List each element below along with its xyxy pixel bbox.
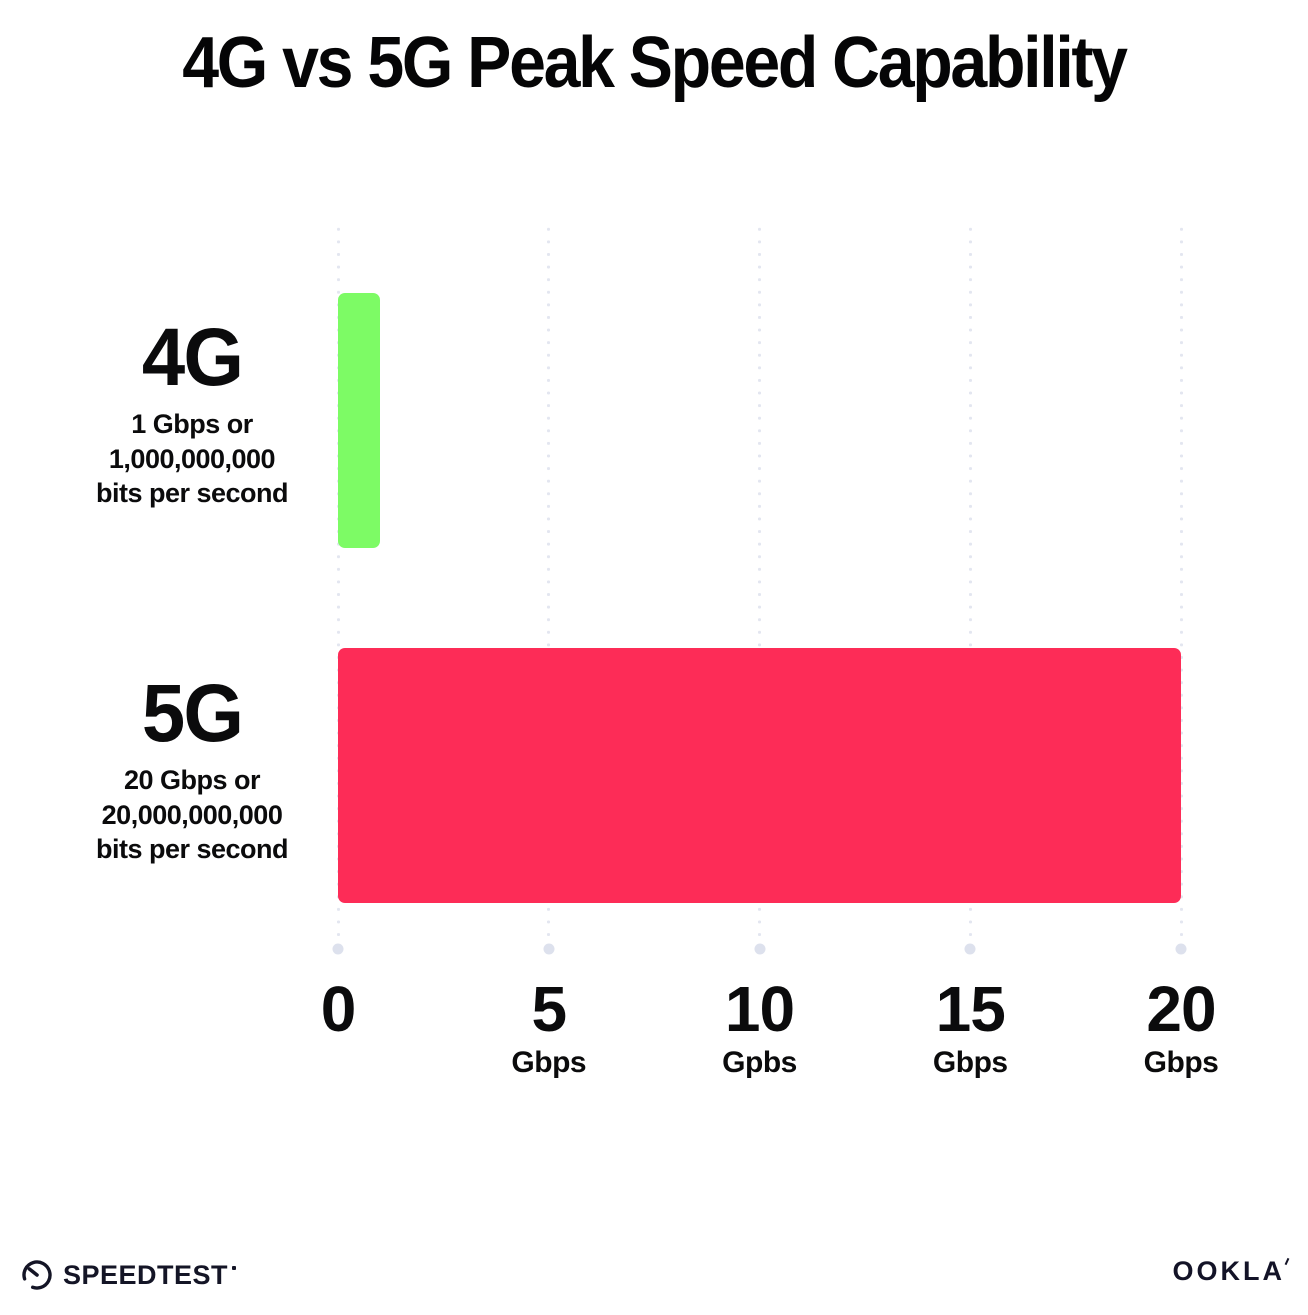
sublabel-line: 20 Gbps or (123, 765, 261, 796)
x-tick-unit: Gbps (932, 1046, 1008, 1079)
gridline-10 (758, 223, 761, 942)
x-tick-5: 5 Gbps (511, 977, 586, 1078)
row-label-4g: 4G 1 Gbps or 1,000,000,000 bits per seco… (32, 312, 352, 510)
gridline-5 (547, 223, 551, 942)
category-label-5g: 5G (141, 668, 244, 759)
x-tick-unit (321, 1048, 356, 1078)
category-label-4g: 4G (141, 312, 244, 403)
bar-4g (338, 293, 381, 548)
x-axis: 0 5 Gbps 10 Gpbs 15 Gbps 20 Gbps (321, 977, 1219, 1097)
sublabel-line: 20,000,000,000 (101, 799, 283, 830)
trademark-mark (232, 1266, 237, 1270)
sublabel-line: bits per second (95, 477, 289, 508)
speedtest-logo: SPEEDTEST (20, 1258, 237, 1292)
x-tick-unit: Gpbs (722, 1046, 797, 1079)
x-tick-value: 15 (935, 973, 1006, 1045)
x-tick-20: 20 Gbps (1144, 977, 1219, 1078)
x-tick-value: 10 (724, 973, 795, 1045)
category-sublabel-5g: 20 Gbps or 20,000,000,000 bits per secon… (32, 763, 352, 866)
trademark-tick (1284, 1257, 1290, 1266)
row-label-5g: 5G 20 Gbps or 20,000,000,000 bits per se… (32, 668, 352, 866)
x-tick-value: 5 (531, 973, 567, 1045)
ookla-logo: OOKLA (1172, 1256, 1290, 1287)
x-tick-unit: Gbps (1143, 1046, 1219, 1079)
sublabel-line: 1 Gbps or (131, 409, 253, 440)
category-sublabel-4g: 1 Gbps or 1,000,000,000 bits per second (32, 407, 352, 510)
gridline-20 (1179, 223, 1183, 942)
sublabel-line: 1,000,000,000 (108, 443, 276, 474)
x-tick-0: 0 (320, 973, 357, 1078)
x-tick-value: 0 (320, 973, 357, 1045)
ookla-wordmark: OOKLA (1172, 1256, 1285, 1286)
speedtest-wordmark: SPEEDTEST (63, 1259, 229, 1290)
x-tick-value: 20 (1146, 973, 1216, 1045)
x-tick-10: 10 Gpbs (722, 977, 797, 1078)
plot-area (336, 223, 1183, 956)
x-tick-unit: Gbps (511, 1046, 587, 1079)
x-tick-15: 15 Gbps (933, 977, 1008, 1078)
speedtest-gauge-icon (22, 1260, 52, 1290)
gridline-0 (336, 223, 340, 942)
sublabel-line: bits per second (95, 833, 289, 864)
bar-5g (338, 648, 1181, 903)
chart-title: 4G vs 5G Peak Speed Capability (182, 23, 1128, 103)
gridline-15 (968, 223, 972, 942)
